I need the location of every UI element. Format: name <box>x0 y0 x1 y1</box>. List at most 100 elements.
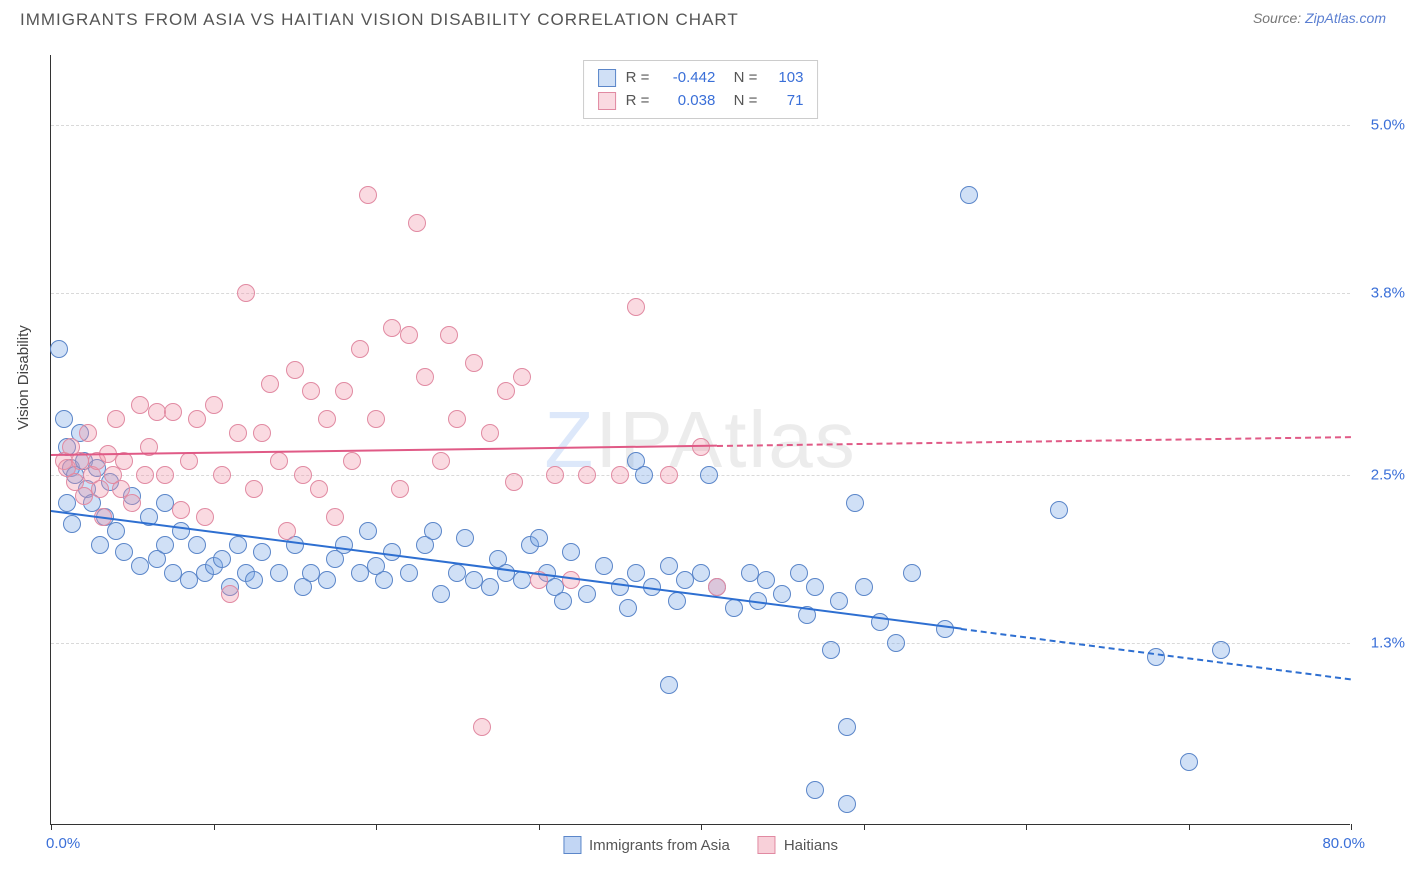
data-point <box>229 536 247 554</box>
data-point <box>700 466 718 484</box>
data-point <box>408 214 426 232</box>
stats-r-label: R = <box>626 67 650 90</box>
data-point <box>367 410 385 428</box>
data-point <box>473 718 491 736</box>
data-point <box>270 564 288 582</box>
data-point <box>400 564 418 582</box>
data-point <box>253 543 271 561</box>
data-point <box>107 522 125 540</box>
data-point <box>310 480 328 498</box>
data-point <box>855 578 873 596</box>
data-point <box>253 424 271 442</box>
trend-line <box>961 628 1351 680</box>
x-tick-mark <box>51 824 52 830</box>
data-point <box>887 634 905 652</box>
stats-n-value: 103 <box>767 67 803 90</box>
data-point <box>611 466 629 484</box>
data-point <box>91 536 109 554</box>
data-point <box>725 599 743 617</box>
legend-item: Haitians <box>758 836 838 854</box>
data-point <box>595 557 613 575</box>
data-point <box>424 522 442 540</box>
data-point <box>55 410 73 428</box>
data-point <box>335 382 353 400</box>
data-point <box>692 438 710 456</box>
data-point <box>578 585 596 603</box>
data-point <box>660 466 678 484</box>
source-prefix: Source: <box>1253 10 1305 26</box>
y-tick-label: 1.3% <box>1355 635 1405 652</box>
data-point <box>838 718 856 736</box>
stats-n-value: 71 <box>767 90 803 113</box>
data-point <box>213 466 231 484</box>
data-point <box>359 522 377 540</box>
data-point <box>546 466 564 484</box>
data-point <box>237 284 255 302</box>
data-point <box>213 550 231 568</box>
data-point <box>383 543 401 561</box>
x-tick-mark <box>1351 824 1352 830</box>
data-point <box>660 676 678 694</box>
data-point <box>562 543 580 561</box>
stats-n-label: N = <box>725 90 757 113</box>
data-point <box>196 508 214 526</box>
data-point <box>245 571 263 589</box>
stats-row: R =-0.442 N =103 <box>598 67 804 90</box>
data-point <box>806 578 824 596</box>
data-point <box>156 466 174 484</box>
trend-line <box>51 510 961 630</box>
x-axis-min-label: 0.0% <box>46 835 80 852</box>
data-point <box>221 585 239 603</box>
x-tick-mark <box>539 824 540 830</box>
data-point <box>660 557 678 575</box>
data-point <box>391 480 409 498</box>
data-point <box>351 340 369 358</box>
legend-label: Haitians <box>784 837 838 854</box>
correlation-stats-box: R =-0.442 N =103R =0.038 N =71 <box>583 60 819 119</box>
data-point <box>400 326 418 344</box>
data-point <box>286 361 304 379</box>
gridline-h <box>51 125 1350 126</box>
chart-title: IMMIGRANTS FROM ASIA VS HAITIAN VISION D… <box>20 10 739 30</box>
y-tick-label: 5.0% <box>1355 117 1405 134</box>
watermark-rest: IPAtlas <box>595 395 857 484</box>
data-point <box>172 522 190 540</box>
data-point <box>136 466 154 484</box>
x-tick-mark <box>214 824 215 830</box>
trend-line <box>717 436 1351 447</box>
data-point <box>692 564 710 582</box>
source-link[interactable]: ZipAtlas.com <box>1305 10 1386 26</box>
data-point <box>773 585 791 603</box>
data-point <box>611 578 629 596</box>
legend-label: Immigrants from Asia <box>589 837 730 854</box>
scatter-plot: ZIPAtlas R =-0.442 N =103R =0.038 N =71 … <box>50 55 1350 825</box>
data-point <box>960 186 978 204</box>
data-point <box>188 410 206 428</box>
data-point <box>302 382 320 400</box>
legend-item: Immigrants from Asia <box>563 836 730 854</box>
data-point <box>432 585 450 603</box>
data-point <box>245 480 263 498</box>
data-point <box>261 375 279 393</box>
data-point <box>806 781 824 799</box>
data-point <box>270 452 288 470</box>
data-point <box>627 564 645 582</box>
data-point <box>505 473 523 491</box>
data-point <box>188 536 206 554</box>
data-point <box>205 396 223 414</box>
y-tick-label: 2.5% <box>1355 467 1405 484</box>
data-point <box>757 571 775 589</box>
data-point <box>903 564 921 582</box>
data-point <box>448 410 466 428</box>
data-point <box>497 382 515 400</box>
data-point <box>440 326 458 344</box>
data-point <box>668 592 686 610</box>
data-point <box>107 410 125 428</box>
data-point <box>456 529 474 547</box>
data-point <box>335 536 353 554</box>
data-point <box>619 599 637 617</box>
data-point <box>1180 753 1198 771</box>
data-point <box>278 522 296 540</box>
data-point <box>229 424 247 442</box>
data-point <box>1050 501 1068 519</box>
